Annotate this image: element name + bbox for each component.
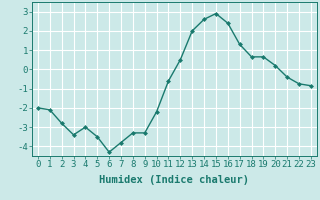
X-axis label: Humidex (Indice chaleur): Humidex (Indice chaleur) [100,175,249,185]
